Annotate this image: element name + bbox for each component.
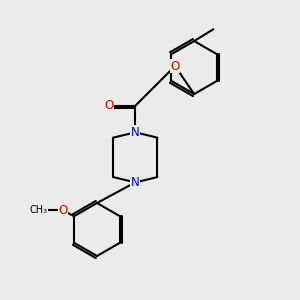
Text: O: O xyxy=(170,60,180,73)
Text: CH₃: CH₃ xyxy=(29,206,47,215)
Text: N: N xyxy=(131,176,140,189)
Text: N: N xyxy=(131,126,140,139)
Text: O: O xyxy=(104,99,113,112)
Text: O: O xyxy=(58,204,68,217)
